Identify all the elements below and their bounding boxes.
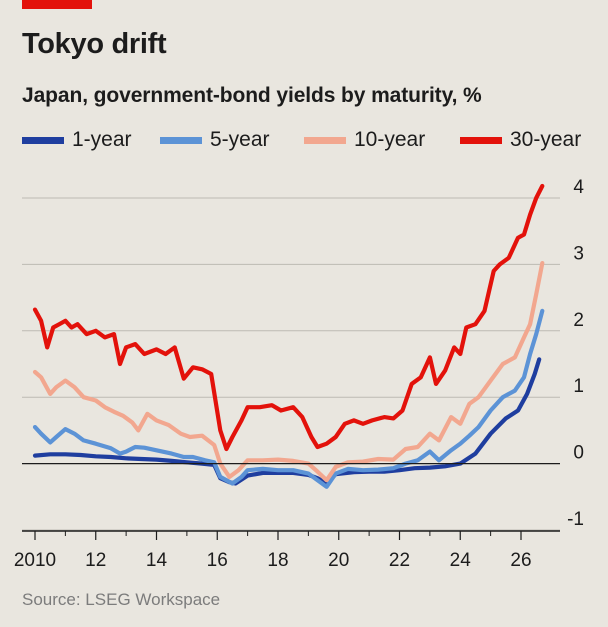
y-tick-label-4: 4 <box>573 177 584 198</box>
x-tick-label-16: 16 <box>207 550 228 571</box>
y-tick-label-0: 0 <box>573 443 584 464</box>
y-tick-label-3: 3 <box>573 243 584 264</box>
y-tick-label-1: 1 <box>573 376 584 397</box>
legend-label-10-year: 10-year <box>354 128 426 151</box>
chart-title: Tokyo drift <box>22 28 167 60</box>
x-tick-label-2010: 2010 <box>14 550 56 571</box>
brand-accent-bar <box>22 0 92 9</box>
series-line-30-year <box>32 183 545 452</box>
series-line-1-year <box>32 357 542 486</box>
legend-item-1-year: 1-year <box>22 128 132 152</box>
legend-item-10-year: 10-year <box>304 128 425 152</box>
legend-item-30-year: 30-year <box>460 128 581 152</box>
y-tick-label-2: 2 <box>573 310 584 331</box>
legend-label-5-year: 5-year <box>210 128 270 151</box>
series-line-10-year <box>32 261 545 483</box>
y-axis-ticks: 4 3 2 1 0 -1 <box>567 177 584 530</box>
series-layer <box>22 183 560 489</box>
series-line-5-year <box>32 308 545 489</box>
x-tick-label-24: 24 <box>450 550 472 571</box>
chart-subtitle: Japan, government-bond yields by maturit… <box>22 84 482 107</box>
x-tick-label-22: 22 <box>389 550 410 571</box>
legend-swatch-1-year <box>22 136 64 144</box>
legend-swatch-30-year <box>460 136 502 144</box>
x-tick-label-26: 26 <box>510 550 531 571</box>
grid-layer <box>22 197 560 532</box>
legend-label-1-year: 1-year <box>72 128 132 151</box>
x-tick-label-18: 18 <box>267 550 288 571</box>
x-tick-label-20: 20 <box>328 550 349 571</box>
legend-label-30-year: 30-year <box>510 128 582 151</box>
x-tick-label-14: 14 <box>146 550 168 571</box>
x-tick-label-12: 12 <box>85 550 106 571</box>
source-note: Source: LSEG Workspace <box>22 590 221 609</box>
y-tick-label--1: -1 <box>567 509 584 530</box>
legend-swatch-10-year <box>304 136 346 144</box>
chart-legend: 1-year 5-year 10-year 30-year <box>22 128 608 158</box>
legend-item-5-year: 5-year <box>160 128 270 152</box>
x-axis-ticks: 2010 12 14 16 18 20 22 24 26 <box>14 531 532 571</box>
legend-swatch-5-year <box>160 136 202 144</box>
